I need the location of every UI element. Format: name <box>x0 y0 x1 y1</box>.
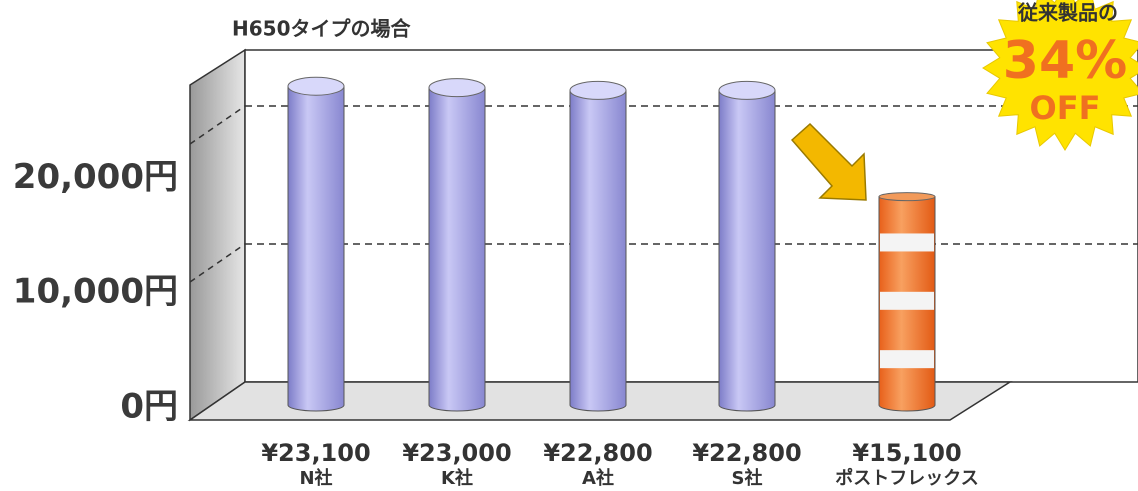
x-tick-label: N社 <box>299 467 332 489</box>
bar-top <box>287 76 345 96</box>
bar-top <box>569 80 627 100</box>
stripe <box>880 291 934 310</box>
x-tick-label: S社 <box>732 467 763 489</box>
value-label: ¥23,000 <box>402 439 511 467</box>
badge-off: OFF <box>1030 89 1101 127</box>
bars <box>287 76 936 412</box>
bar-top <box>428 78 486 98</box>
y-tick-label: 0円 <box>120 387 178 427</box>
badge-percent: 34% <box>1003 31 1127 91</box>
value-label: ¥15,100 <box>852 439 961 467</box>
bar <box>718 89 776 412</box>
bar-top <box>718 80 776 100</box>
x-tick-label: A社 <box>582 467 614 489</box>
x-tick-label: K社 <box>441 467 473 489</box>
stripe <box>880 350 934 369</box>
back-wall <box>244 49 1138 383</box>
bar <box>287 85 345 412</box>
y-tick-label: 20,000円 <box>13 157 178 197</box>
x-tick-label: ポストフレックス <box>835 467 978 489</box>
grid <box>189 105 1138 283</box>
bar-top <box>878 192 936 202</box>
side-wall <box>189 48 246 422</box>
value-label: ¥23,100 <box>261 439 370 467</box>
badge-text: 従来製品の <box>1017 1 1118 25</box>
stripe <box>880 233 934 252</box>
grid-line-side <box>189 105 246 145</box>
y-tick-label: 10,000円 <box>13 272 178 312</box>
value-label: ¥22,800 <box>692 439 801 467</box>
value-label: ¥22,800 <box>543 439 652 467</box>
grid-line-side <box>189 243 246 283</box>
bar <box>428 87 486 412</box>
arrow <box>790 122 867 201</box>
bar <box>569 89 627 412</box>
chart-title: H650タイプの場合 <box>232 17 411 41</box>
badge <box>982 0 1138 151</box>
